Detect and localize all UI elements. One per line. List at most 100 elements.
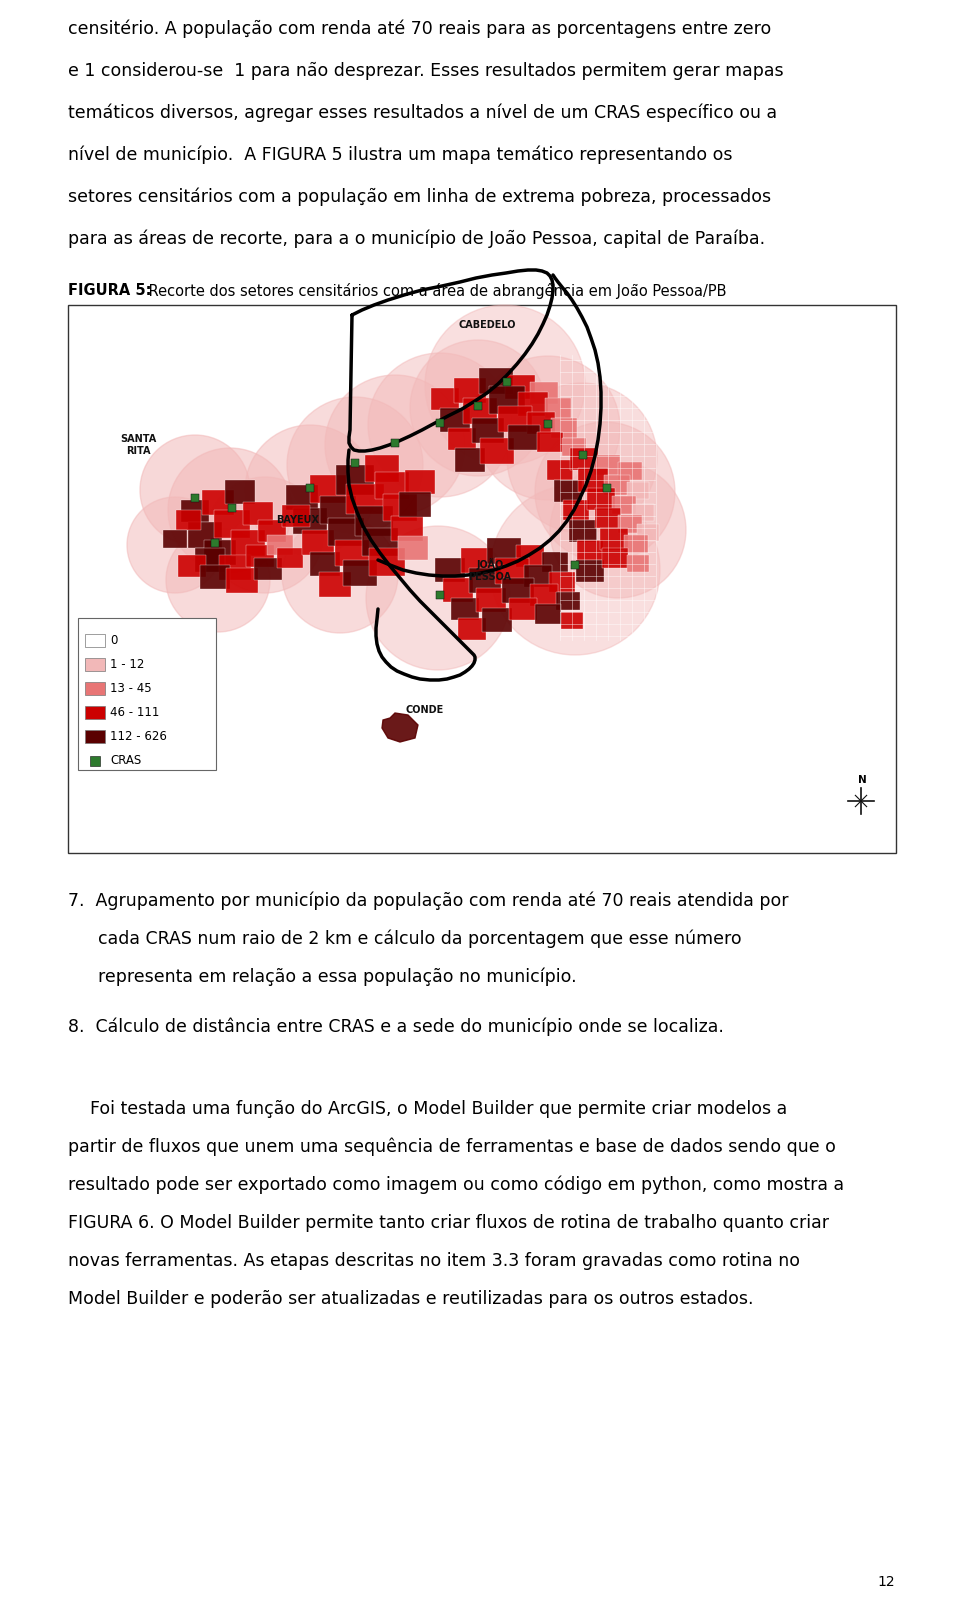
Text: censitério. A população com renda até 70 reais para as porcentagens entre ze: censitério. A população com renda ate… [68, 19, 771, 39]
Bar [451, 598, 479, 620]
Bar [293, 507, 327, 533]
Bar [594, 454, 620, 475]
Bar [85, 635, 105, 648]
Bar [202, 490, 234, 516]
Bar [200, 565, 230, 590]
Bar [554, 480, 582, 503]
Bar [463, 398, 497, 424]
Bar [637, 524, 659, 541]
Bar [632, 504, 654, 520]
Text: setores censitários com a população em linha de extrema pobreza, processados: setores censitários com a população e… [68, 188, 771, 206]
Text: 12: 12 [877, 1576, 895, 1588]
Bar [181, 499, 209, 522]
Bar [246, 545, 274, 567]
Bar [524, 565, 552, 586]
Bar [195, 548, 225, 572]
Bar [530, 585, 558, 606]
Circle shape [325, 375, 465, 516]
Text: FIGURA 6. O Model Builder permite tanto criar fluxos de rotina de trabalho quant: FIGURA 6. O Model Builder permite tanto … [68, 1215, 829, 1232]
Circle shape [245, 425, 375, 556]
Circle shape [425, 304, 585, 466]
Text: novas ferramentas. As etapas descritas no item 3.3 foram gravadas como rotina no: novas ferramentas. As etapas descritas n… [68, 1252, 800, 1269]
Bar [85, 730, 105, 743]
Text: 7.  Agrupamento por município da população com renda até 70 reais atendida por: 7. Agrupamento por município da populaçã… [68, 892, 788, 910]
Bar [399, 491, 431, 517]
Text: e 1 considerou-se  1 para não desprezar. Esses resultados permitem gerar mapas: e 1 considerou-se 1 para não desprezar.… [68, 61, 783, 81]
Circle shape [127, 498, 223, 593]
Bar [577, 540, 603, 561]
Bar [328, 519, 364, 546]
Bar [576, 561, 604, 582]
Text: N: N [857, 775, 866, 785]
Circle shape [168, 448, 292, 572]
Bar [343, 561, 377, 586]
Bar [320, 496, 356, 524]
Text: CONDE: CONDE [406, 706, 444, 715]
Text: CRAS: CRAS [110, 754, 141, 767]
Bar [476, 588, 506, 612]
Bar [176, 511, 201, 530]
Bar [226, 569, 258, 593]
Circle shape [147, 672, 203, 728]
Circle shape [166, 528, 270, 632]
Bar [509, 598, 537, 620]
Bar [624, 535, 648, 553]
Text: Foi testada uma função do ArcGIS, o Model Builder que permite criar modelos a: Foi testada uma função do ArcGIS, o Mode… [68, 1100, 787, 1118]
Bar [487, 538, 521, 564]
Bar [231, 530, 265, 556]
Circle shape [368, 353, 512, 498]
Bar [458, 619, 486, 640]
Text: representa em relação a essa população no município.: representa em relação a essa população n… [98, 968, 577, 986]
Bar [472, 417, 504, 443]
Bar [618, 516, 642, 533]
Bar [346, 483, 384, 514]
Bar [502, 578, 534, 603]
Bar [286, 485, 318, 511]
Bar [518, 391, 548, 416]
Bar [455, 448, 485, 472]
Bar [508, 425, 540, 449]
Circle shape [476, 356, 620, 499]
Text: 112 - 626: 112 - 626 [110, 730, 167, 743]
Bar [537, 432, 563, 453]
Bar [530, 382, 558, 404]
Text: para as áreas de recorte, para a o município de João Pessoa, capital de Paraíb: para as áreas de recorte, para a o muni… [68, 230, 765, 248]
Bar [383, 495, 417, 520]
Bar [551, 417, 577, 438]
Circle shape [490, 485, 660, 656]
Bar [188, 522, 222, 548]
Bar [435, 557, 465, 582]
Text: 13 - 45: 13 - 45 [110, 681, 152, 694]
Bar [355, 506, 393, 536]
Circle shape [282, 517, 398, 633]
Bar [277, 548, 303, 569]
Bar [627, 556, 649, 572]
Bar [78, 619, 216, 770]
Bar [68, 304, 896, 852]
Bar [319, 572, 351, 598]
Bar [469, 569, 501, 593]
Bar [85, 681, 105, 694]
Bar [362, 528, 398, 556]
Bar [375, 472, 409, 499]
Bar [578, 469, 608, 491]
Text: 46 - 111: 46 - 111 [110, 706, 159, 719]
Text: Recorte dos setores censitários com a área de abrangência em João Pessoa/PB: Recorte dos setores censitários com a a… [144, 284, 727, 300]
Bar [618, 462, 642, 480]
Circle shape [507, 383, 657, 533]
Bar [480, 438, 514, 464]
Polygon shape [382, 714, 418, 743]
Bar [547, 461, 573, 480]
Text: cada CRAS num raio de 2 km e cálculo da porcentagem que esse número: cada CRAS num raio de 2 km e cálculo da … [98, 930, 742, 949]
Circle shape [140, 435, 250, 545]
Bar [587, 488, 615, 511]
Bar [627, 482, 649, 499]
Bar [595, 507, 621, 528]
Text: FIGURA 5:: FIGURA 5: [68, 284, 152, 298]
Text: CABEDELO: CABEDELO [458, 321, 516, 330]
Bar [204, 540, 236, 565]
Bar [479, 367, 513, 395]
Bar [267, 535, 293, 556]
Bar [369, 548, 405, 577]
Bar [612, 496, 636, 514]
